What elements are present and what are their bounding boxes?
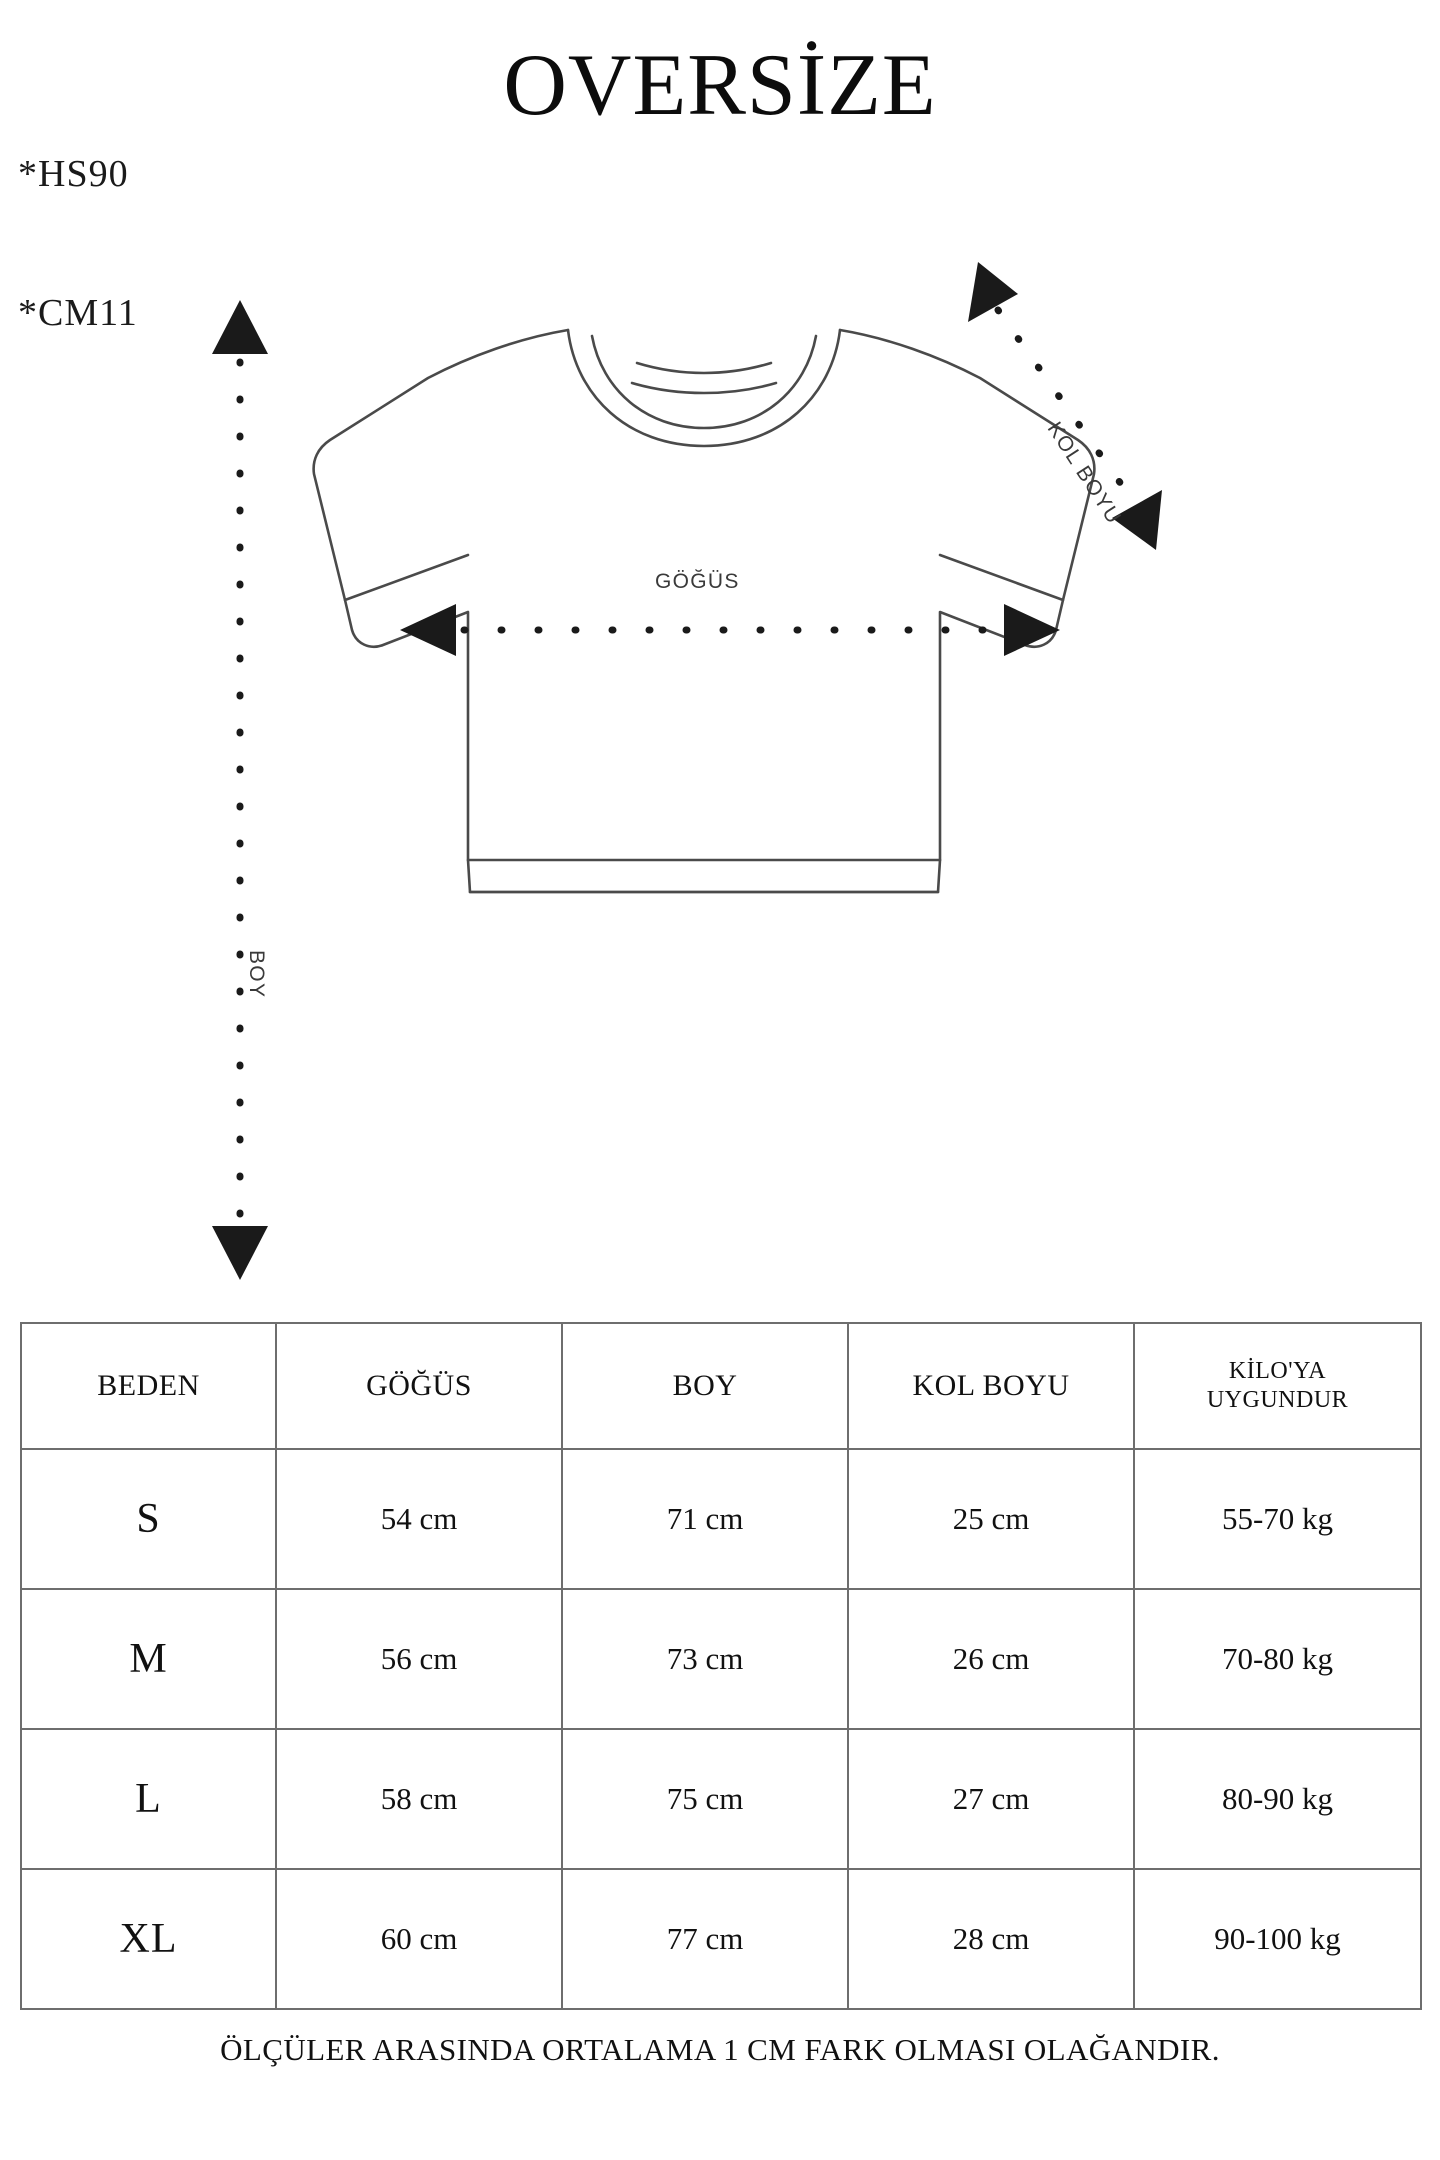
cell-gogus: 54 cm <box>275 1449 563 1590</box>
cell-boy: 77 cm <box>561 1869 849 2010</box>
cell-kol: 27 cm <box>847 1729 1135 1870</box>
column-header-kiloya-uygundur: KİLO'YA UYGUNDUR <box>1133 1322 1422 1450</box>
cell-beden: L <box>20 1729 277 1870</box>
chest-dimension-label: GÖĞÜS <box>655 570 740 593</box>
cell-gogus: 60 cm <box>275 1869 563 2010</box>
cell-kol: 25 cm <box>847 1449 1135 1590</box>
cell-gogus: 58 cm <box>275 1729 563 1870</box>
column-header-beden: BEDEN <box>20 1322 277 1450</box>
table-header-row: BEDEN GÖĞÜS BOY KOL BOYU KİLO'YA UYGUNDU… <box>20 1322 1422 1450</box>
cell-beden: M <box>20 1589 277 1730</box>
cell-kilo: 70-80 kg <box>1133 1589 1422 1730</box>
cell-beden: S <box>20 1449 277 1590</box>
cell-kilo: 80-90 kg <box>1133 1729 1422 1870</box>
kilo-header-line-1: KİLO'YA <box>1228 1357 1327 1384</box>
column-header-kol-boyu: KOL BOYU <box>847 1322 1135 1450</box>
table-row: XL 60 cm 77 cm 28 cm 90-100 kg <box>20 1869 1422 2010</box>
column-header-boy: BOY <box>561 1322 849 1450</box>
cell-boy: 71 cm <box>561 1449 849 1590</box>
tolerance-note: ÖLÇÜLER ARASINDA ORTALAMA 1 CM FARK OLMA… <box>220 2032 1220 2067</box>
cell-boy: 73 cm <box>561 1589 849 1730</box>
product-code-line-2: *CM11 <box>18 291 138 334</box>
cell-gogus: 56 cm <box>275 1589 563 1730</box>
tshirt-outline-icon <box>312 328 1096 894</box>
size-chart-table: BEDEN GÖĞÜS BOY KOL BOYU KİLO'YA UYGUNDU… <box>20 1322 1422 2010</box>
column-header-gogus: GÖĞÜS <box>275 1322 563 1450</box>
cell-kol: 28 cm <box>847 1869 1135 2010</box>
cell-beden: XL <box>20 1869 277 2010</box>
product-code-line-1: *HS90 <box>18 152 129 195</box>
sleeve-dimension-arrow-icon <box>968 262 1162 550</box>
chest-dimension-arrow-icon <box>400 604 1060 656</box>
cell-kilo: 90-100 kg <box>1133 1869 1422 2010</box>
table-row: M 56 cm 73 cm 26 cm 70-80 kg <box>20 1589 1422 1730</box>
table-row: L 58 cm 75 cm 27 cm 80-90 kg <box>20 1729 1422 1870</box>
kilo-header-line-2: UYGUNDUR <box>1206 1387 1349 1413</box>
page-title: OVERSİZE <box>503 37 937 134</box>
tshirt-diagram: GÖĞÜS BOY KOL BOYU <box>0 262 1440 1280</box>
cell-kilo: 55-70 kg <box>1133 1449 1422 1590</box>
cell-boy: 75 cm <box>561 1729 849 1870</box>
length-dimension-label: BOY <box>245 950 268 999</box>
length-dimension-arrow-icon <box>212 300 268 1280</box>
product-codes: *HS90 *CM11 <box>18 58 138 383</box>
table-row: S 54 cm 71 cm 25 cm 55-70 kg <box>20 1449 1422 1590</box>
cell-kol: 26 cm <box>847 1589 1135 1730</box>
